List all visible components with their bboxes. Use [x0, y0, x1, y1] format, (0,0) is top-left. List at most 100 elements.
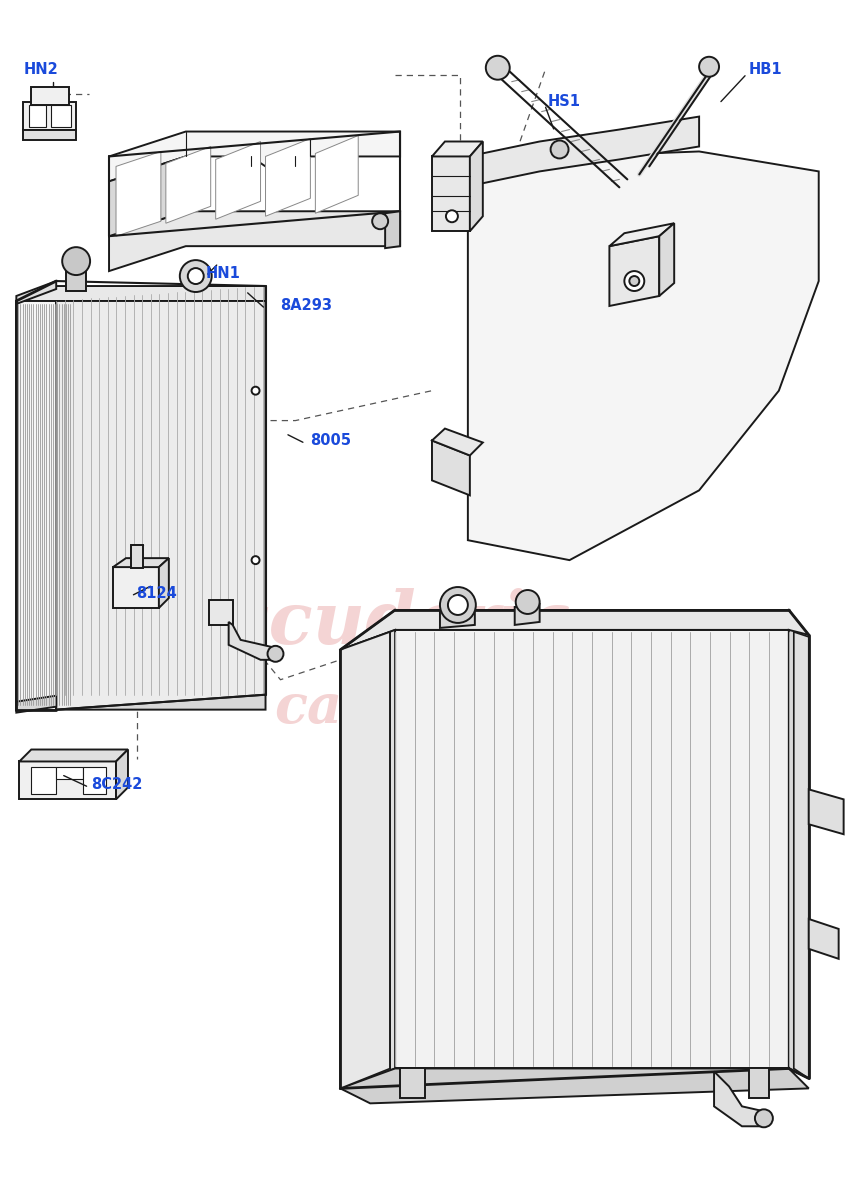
- Bar: [429, 696, 467, 733]
- Bar: [619, 658, 657, 696]
- Polygon shape: [431, 440, 469, 496]
- Polygon shape: [431, 428, 482, 456]
- Polygon shape: [228, 622, 275, 660]
- Polygon shape: [265, 138, 310, 216]
- Circle shape: [268, 646, 283, 661]
- Text: carparts: carparts: [273, 682, 527, 734]
- Text: HN2: HN2: [23, 62, 58, 77]
- Bar: [467, 809, 505, 847]
- Polygon shape: [514, 604, 539, 625]
- Bar: [543, 658, 581, 696]
- Polygon shape: [793, 632, 808, 1079]
- Polygon shape: [808, 919, 838, 959]
- Circle shape: [62, 247, 90, 275]
- Text: 8C242: 8C242: [91, 776, 142, 792]
- Polygon shape: [116, 151, 161, 236]
- Polygon shape: [340, 632, 389, 1088]
- Polygon shape: [748, 1068, 768, 1098]
- Polygon shape: [56, 301, 265, 709]
- Bar: [581, 772, 619, 809]
- Bar: [581, 696, 619, 733]
- Circle shape: [251, 386, 259, 395]
- Polygon shape: [440, 607, 475, 628]
- Polygon shape: [83, 768, 106, 794]
- Polygon shape: [16, 286, 265, 301]
- Polygon shape: [467, 116, 699, 186]
- Circle shape: [699, 56, 718, 77]
- Polygon shape: [109, 132, 400, 181]
- Polygon shape: [32, 768, 56, 794]
- Bar: [619, 733, 657, 772]
- Text: scuderia: scuderia: [227, 588, 573, 660]
- Polygon shape: [51, 104, 71, 126]
- Polygon shape: [109, 211, 400, 271]
- Circle shape: [180, 260, 211, 292]
- Polygon shape: [467, 151, 818, 560]
- Polygon shape: [113, 558, 169, 568]
- Text: HN1: HN1: [205, 265, 240, 281]
- Circle shape: [515, 590, 539, 614]
- Text: 8124: 8124: [135, 586, 176, 600]
- Circle shape: [446, 210, 458, 222]
- Polygon shape: [340, 1068, 808, 1103]
- Polygon shape: [56, 768, 83, 780]
- Polygon shape: [469, 142, 482, 232]
- Text: HB1: HB1: [748, 62, 781, 77]
- Polygon shape: [165, 146, 210, 223]
- Polygon shape: [394, 630, 788, 1068]
- Polygon shape: [216, 142, 260, 220]
- Polygon shape: [400, 1068, 424, 1098]
- Polygon shape: [608, 223, 673, 246]
- Polygon shape: [431, 142, 482, 156]
- Polygon shape: [16, 301, 56, 709]
- Bar: [543, 733, 581, 772]
- Bar: [505, 772, 543, 809]
- Bar: [505, 620, 543, 658]
- Polygon shape: [113, 568, 158, 608]
- Polygon shape: [32, 86, 69, 104]
- Polygon shape: [385, 211, 400, 248]
- Bar: [429, 620, 467, 658]
- Polygon shape: [23, 130, 76, 139]
- Circle shape: [187, 268, 204, 284]
- Bar: [581, 620, 619, 658]
- Polygon shape: [131, 545, 143, 568]
- Polygon shape: [29, 104, 46, 126]
- Circle shape: [371, 214, 388, 229]
- Polygon shape: [16, 695, 265, 709]
- Polygon shape: [788, 630, 808, 1079]
- Polygon shape: [66, 268, 86, 292]
- Polygon shape: [608, 236, 659, 306]
- Polygon shape: [659, 223, 673, 296]
- Text: 8005: 8005: [310, 433, 351, 448]
- Polygon shape: [109, 156, 186, 236]
- Text: HS1: HS1: [547, 94, 580, 109]
- Polygon shape: [315, 136, 358, 214]
- Bar: [467, 658, 505, 696]
- Circle shape: [486, 55, 509, 79]
- Polygon shape: [158, 558, 169, 608]
- Circle shape: [624, 271, 643, 292]
- Bar: [505, 696, 543, 733]
- Polygon shape: [713, 1072, 763, 1127]
- Bar: [619, 809, 657, 847]
- Circle shape: [440, 587, 475, 623]
- Polygon shape: [340, 610, 808, 650]
- Bar: [543, 809, 581, 847]
- Polygon shape: [16, 281, 56, 304]
- Polygon shape: [116, 750, 128, 799]
- Bar: [429, 772, 467, 809]
- Circle shape: [754, 1109, 772, 1127]
- Polygon shape: [23, 102, 76, 130]
- Polygon shape: [20, 750, 128, 762]
- Circle shape: [251, 556, 259, 564]
- Circle shape: [629, 276, 638, 286]
- Circle shape: [447, 595, 467, 614]
- Polygon shape: [20, 762, 116, 799]
- Polygon shape: [340, 630, 394, 1088]
- Polygon shape: [808, 790, 843, 834]
- Circle shape: [550, 140, 568, 158]
- Polygon shape: [209, 600, 233, 625]
- Text: 8A293: 8A293: [280, 299, 332, 313]
- Bar: [467, 733, 505, 772]
